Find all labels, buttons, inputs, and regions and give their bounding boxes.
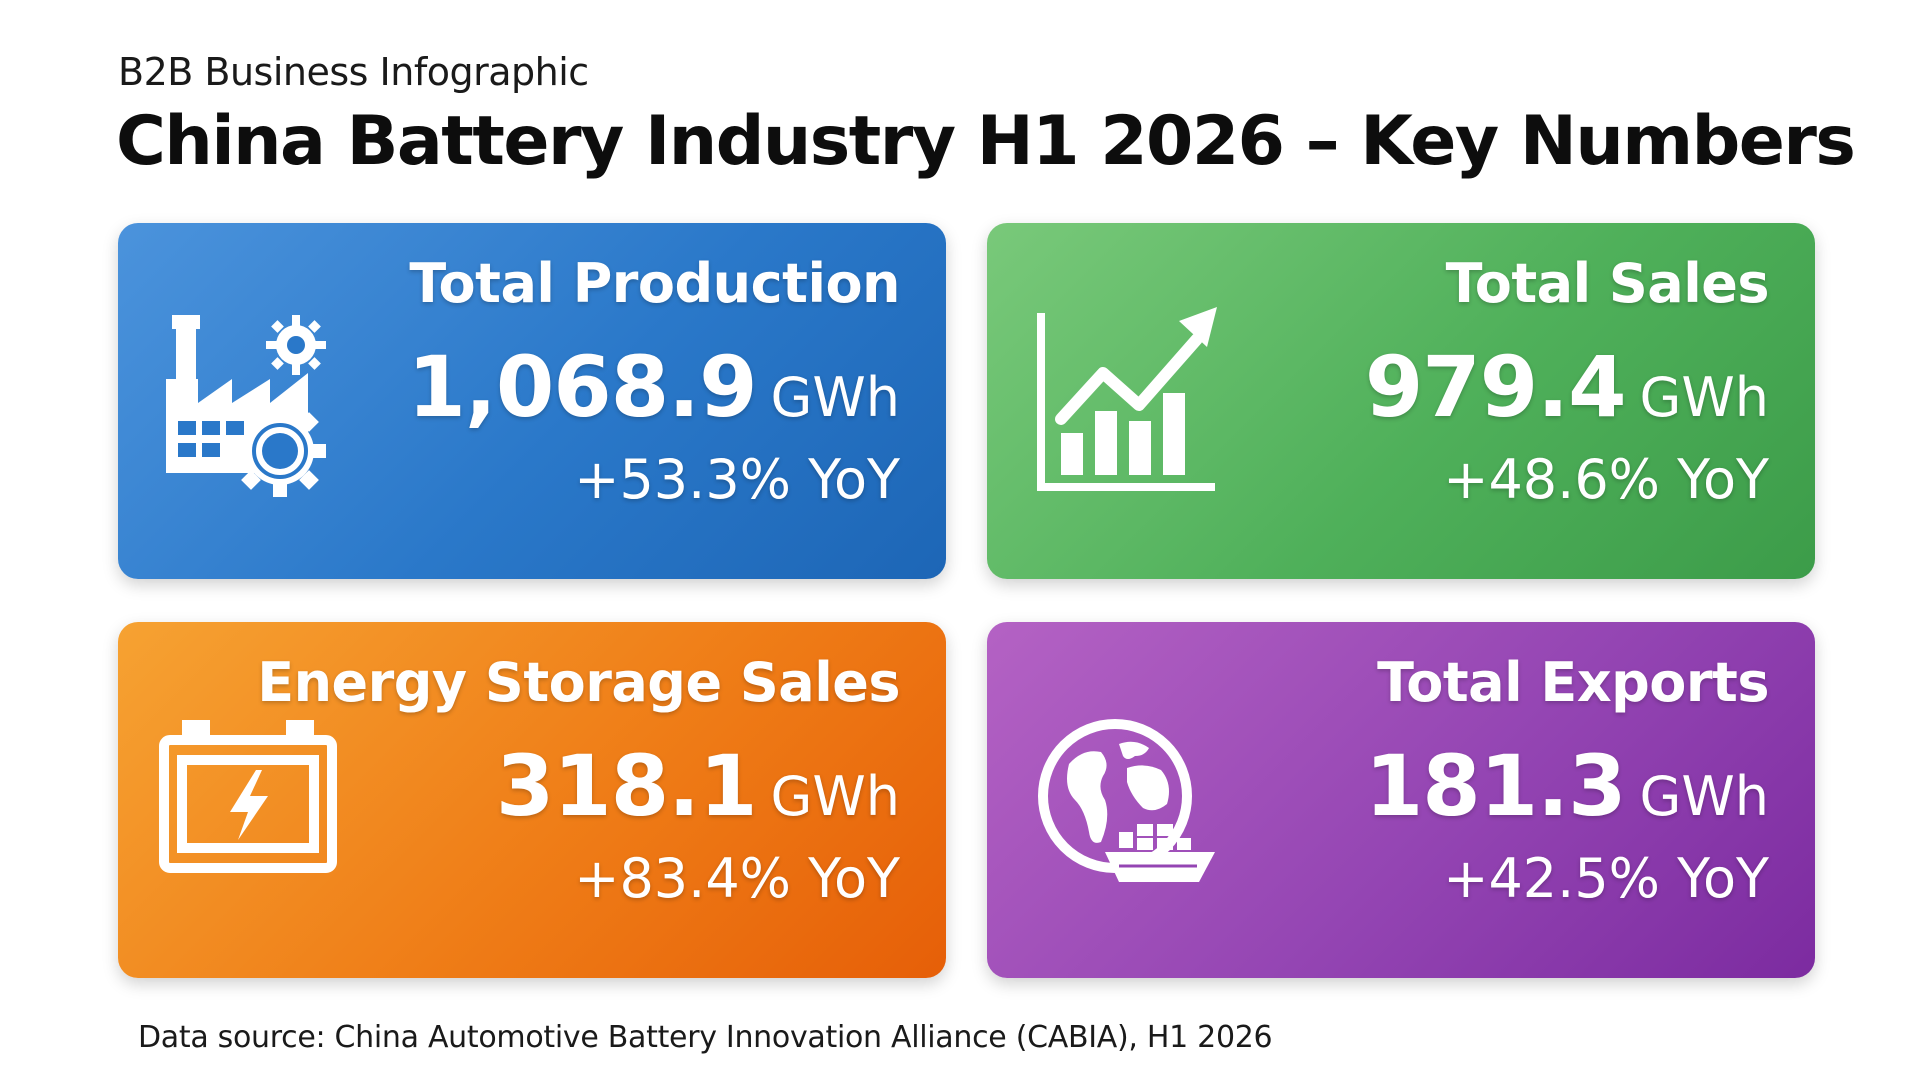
card-label: Total Exports (1377, 651, 1769, 714)
card-total-exports: Total Exports 181.3 GWh +42.5% YoY (987, 622, 1815, 978)
card-change: +42.5% YoY (1443, 847, 1769, 910)
card-text-block: Total Exports 181.3 GWh +42.5% YoY (1365, 651, 1770, 910)
card-value-row: 1,068.9 GWh (407, 345, 900, 429)
card-change: +83.4% YoY (574, 847, 900, 910)
card-label: Total Production (409, 252, 900, 315)
card-label: Total Sales (1445, 252, 1770, 315)
page-title: China Battery Industry H1 2026 – Key Num… (116, 102, 1856, 181)
factory-gear-icon (158, 293, 348, 503)
card-total-sales: Total Sales 979.4 GWh +48.6% YoY (987, 223, 1815, 579)
card-change: +53.3% YoY (574, 448, 900, 511)
card-text-block: Energy Storage Sales 318.1 GWh +83.4% YoY (257, 656, 900, 906)
card-value-row: 979.4 GWh (1365, 345, 1769, 429)
card-value-row: 181.3 GWh (1365, 744, 1769, 828)
card-unit: GWh (770, 366, 900, 429)
card-label: Energy Storage Sales (257, 651, 900, 714)
card-value: 1,068.9 (407, 338, 757, 436)
card-value: 318.1 (495, 737, 758, 835)
card-value: 181.3 (1364, 737, 1627, 835)
card-energy-storage-sales: Energy Storage Sales 318.1 GWh +83.4% YoY (118, 622, 946, 978)
card-value: 979.4 (1364, 338, 1627, 436)
globe-ship-icon (1027, 692, 1217, 902)
card-unit: GWh (1639, 366, 1769, 429)
battery-icon (158, 692, 348, 902)
card-change: +48.6% YoY (1443, 448, 1769, 511)
card-value-row: 318.1 GWh (257, 744, 900, 828)
data-source-note: Data source: China Automotive Battery In… (138, 1020, 1273, 1055)
card-total-production: Total Production 1,068.9 GWh +53.3% YoY (118, 223, 946, 579)
card-unit: GWh (1639, 765, 1769, 828)
page-subtitle: B2B Business Infographic (118, 50, 589, 94)
card-unit: GWh (770, 765, 900, 828)
card-text-block: Total Sales 979.4 GWh +48.6% YoY (1365, 252, 1770, 511)
growth-chart-icon (1027, 293, 1217, 503)
card-text-block: Total Production 1,068.9 GWh +53.3% YoY (407, 257, 900, 507)
